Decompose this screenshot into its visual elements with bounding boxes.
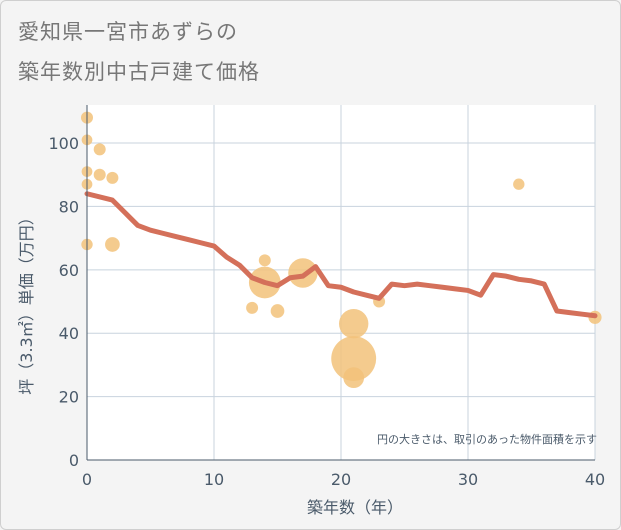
y-tick-label: 80 [59, 197, 79, 216]
data-bubble [513, 178, 525, 190]
data-bubble [343, 367, 365, 388]
data-bubble [339, 309, 369, 339]
bubble-size-note: 円の大きさは、取引のあった物件面積を示す [377, 432, 597, 446]
data-bubble [270, 304, 285, 318]
y-axis-title: 坪（3.3㎡）単価（万円） [17, 209, 36, 394]
x-tick-label: 0 [82, 470, 92, 489]
x-tick-label: 20 [331, 470, 351, 489]
axes: 0 20 40 60 80 100 0 10 20 30 40 [48, 105, 605, 489]
data-bubble [331, 336, 377, 382]
data-bubble [93, 168, 106, 181]
data-bubble [258, 254, 271, 267]
data-bubble [93, 143, 106, 156]
y-tick-label: 60 [59, 261, 79, 280]
grid-lines [86, 105, 596, 461]
chart-title-line1: 愛知県一宮市あずらの [18, 20, 238, 44]
chart-title-line2: 築年数別中古戸建て価格 [18, 60, 260, 84]
x-tick-label: 40 [585, 470, 605, 489]
y-tick-label: 100 [48, 134, 79, 153]
data-bubble [105, 237, 120, 252]
y-tick-label: 20 [59, 388, 79, 407]
y-tick-label: 40 [59, 324, 79, 343]
data-bubble [246, 301, 259, 314]
y-tick-label: 0 [69, 451, 79, 470]
x-tick-label: 30 [458, 470, 478, 489]
x-tick-label: 10 [204, 470, 224, 489]
trend-line-series [84, 191, 598, 319]
trend-line [84, 191, 598, 319]
data-bubble [288, 258, 318, 288]
data-bubble [106, 171, 119, 184]
x-axis-title: 築年数（年） [307, 498, 403, 517]
